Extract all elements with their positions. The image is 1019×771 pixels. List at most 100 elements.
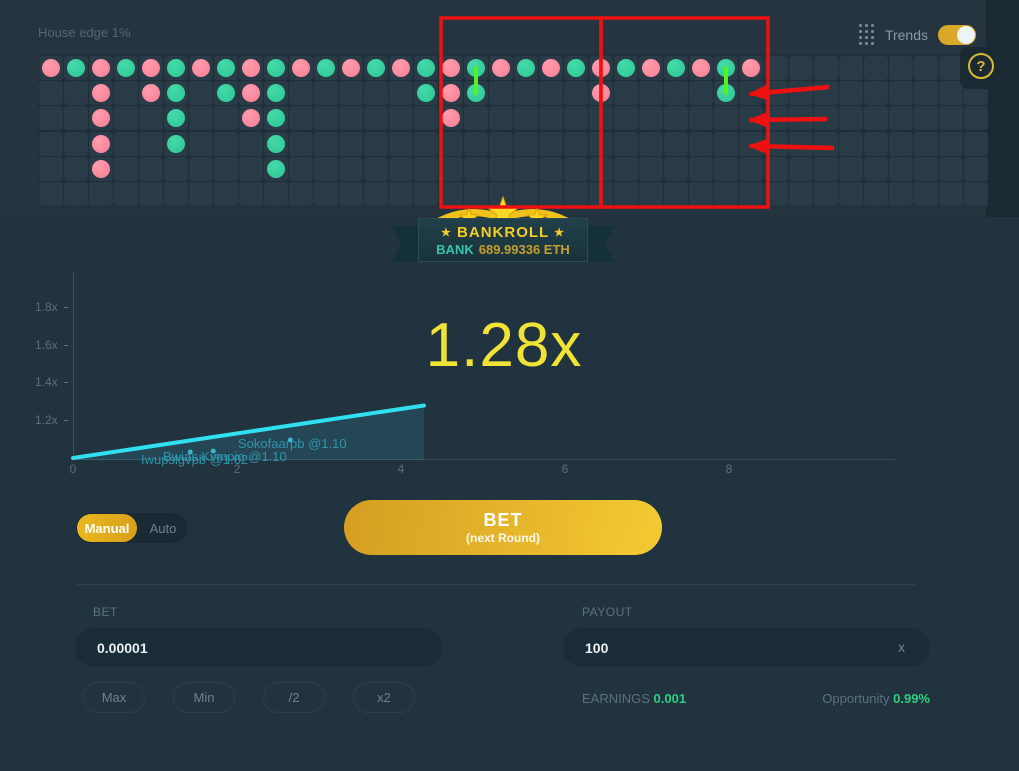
trend-cell (63, 182, 88, 207)
trend-dot-teal (566, 58, 585, 77)
help-icon[interactable]: ? (968, 53, 994, 79)
trend-cell (963, 156, 988, 182)
trend-cell (113, 182, 138, 207)
trend-cell (238, 182, 263, 207)
trend-cell (388, 80, 413, 106)
trend-dot-pink (141, 84, 160, 102)
trend-cell (938, 156, 963, 182)
trend-cell (913, 55, 938, 80)
trend-cell (663, 156, 688, 182)
bet-quick-max-button[interactable]: Max (83, 682, 145, 713)
trend-dot-teal (166, 134, 185, 153)
trend-dot-pink (591, 84, 610, 102)
mode-switch: Manual Auto (76, 513, 188, 543)
trend-cell (688, 106, 713, 131)
trend-cell (438, 131, 463, 156)
trend-cell (913, 80, 938, 106)
trend-cell (363, 131, 388, 156)
trend-cell (613, 80, 638, 106)
trend-cell (688, 80, 713, 106)
trend-cell (888, 80, 913, 106)
trend-cell (963, 131, 988, 156)
current-multiplier: 1.28x (425, 311, 583, 380)
trends-cluster: Trends (858, 24, 976, 46)
trend-cell (613, 131, 638, 156)
trend-cell (763, 55, 788, 80)
trend-cell (313, 80, 338, 106)
trend-cell (338, 156, 363, 182)
trend-dot-teal (266, 84, 285, 102)
trend-cell (838, 80, 863, 106)
trend-cell (213, 156, 238, 182)
trend-cell (63, 80, 88, 106)
trend-cell (888, 156, 913, 182)
trend-cell (663, 131, 688, 156)
cashout-label: Bwias Kvmpio @1.10 (163, 449, 287, 464)
trend-cell (163, 156, 188, 182)
trend-cell (588, 106, 613, 131)
trend-dot-pink (91, 134, 110, 153)
trend-cell (913, 131, 938, 156)
right-margin (986, 0, 1019, 217)
trend-dot-pink (141, 58, 160, 77)
trend-cell (338, 131, 363, 156)
trend-cell (763, 131, 788, 156)
tab-auto[interactable]: Auto (149, 520, 177, 536)
chart-y-axis (73, 272, 74, 460)
trend-cell (338, 80, 363, 106)
trend-cell (238, 156, 263, 182)
trend-cell (288, 131, 313, 156)
trend-dot-teal (266, 109, 285, 128)
trend-dot-pink (91, 109, 110, 128)
trend-cell (813, 106, 838, 131)
trend-cell (688, 156, 713, 182)
earnings: EARNINGS 0.001 (582, 691, 687, 706)
trend-cell (838, 182, 863, 207)
trend-cell (938, 182, 963, 207)
trend-cell (863, 156, 888, 182)
bet-quick-div2-button[interactable]: /2 (263, 682, 325, 713)
trend-dot-pink (541, 58, 560, 77)
trend-cell (463, 106, 488, 131)
trend-cell (863, 131, 888, 156)
bet-quick-min-button[interactable]: Min (173, 682, 235, 713)
trend-cell (788, 80, 813, 106)
tab-manual[interactable]: Manual (77, 514, 137, 542)
trend-cell (313, 156, 338, 182)
trend-cell (638, 106, 663, 131)
bet-button[interactable]: BET (next Round) (344, 500, 662, 555)
trend-cell (763, 80, 788, 106)
trend-cell (838, 55, 863, 80)
trend-cell (738, 106, 763, 131)
trend-cell (738, 80, 763, 106)
trend-cell (713, 182, 738, 207)
payout-field-label: PAYOUT (582, 605, 633, 619)
trend-cell (863, 182, 888, 207)
bet-amount-input[interactable] (75, 628, 443, 667)
trend-cell (138, 106, 163, 131)
trend-cell (913, 182, 938, 207)
trend-dot-pink (491, 58, 510, 77)
bet-field-label: BET (93, 605, 118, 619)
bankroll-ribbon: ★ BANKROLL ★ BANK 689.99336 ETH (418, 218, 588, 262)
trend-dot-pink (341, 58, 360, 77)
section-divider (77, 584, 915, 585)
trend-cell (288, 80, 313, 106)
trend-cell (288, 156, 313, 182)
trend-cell (413, 106, 438, 131)
trend-dot-teal (366, 58, 385, 77)
trend-cell (588, 156, 613, 182)
trends-toggle[interactable] (938, 25, 976, 45)
earnings-row: EARNINGS 0.001 Opportunity 0.99% (582, 691, 930, 706)
trend-cell (638, 80, 663, 106)
payout-input[interactable] (563, 628, 930, 667)
trend-dot-teal (216, 84, 235, 102)
bet-quick-x2-button[interactable]: x2 (353, 682, 415, 713)
trend-cell (138, 156, 163, 182)
trend-cell (813, 131, 838, 156)
trend-cell (938, 55, 963, 80)
trend-cell (313, 182, 338, 207)
trend-cell (688, 131, 713, 156)
trend-dot-teal (166, 109, 185, 128)
